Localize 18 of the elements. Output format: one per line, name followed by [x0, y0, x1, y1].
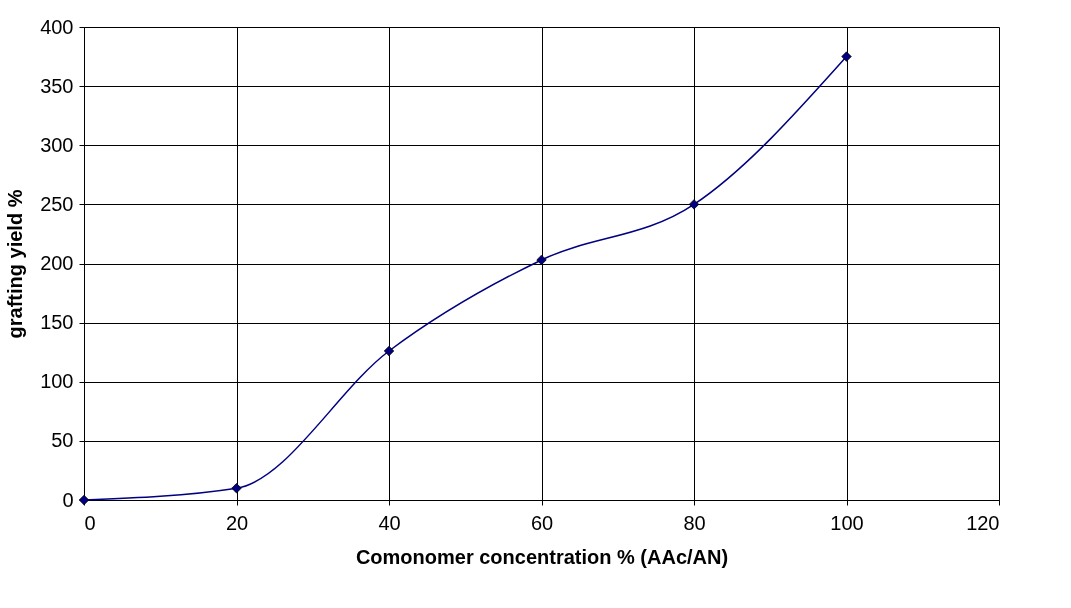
x-tick-label: 80 [683, 511, 706, 534]
x-tick-label: 120 [966, 511, 1000, 534]
y-tick-label: 400 [40, 15, 74, 38]
y-tick-label: 350 [40, 74, 74, 97]
y-axis-title: grafting yield % [4, 189, 27, 339]
x-tick-label: 0 [84, 511, 96, 534]
y-tick-label: 100 [40, 370, 74, 393]
y-tick-label: 50 [51, 429, 74, 452]
y-tick-label: 0 [62, 488, 74, 511]
x-tick-label: 60 [530, 511, 554, 534]
y-tick-label: 200 [40, 252, 74, 274]
x-tick-label: 20 [225, 511, 249, 534]
x-tick-label: 40 [378, 511, 401, 534]
x-axis-title: Comonomer concentration % (AAc/AN) [355, 545, 729, 568]
y-tick-label: 150 [40, 311, 74, 334]
y-tick-label: 250 [40, 192, 74, 215]
x-tick-label: 100 [830, 511, 864, 534]
y-tick-label: 300 [40, 133, 74, 156]
